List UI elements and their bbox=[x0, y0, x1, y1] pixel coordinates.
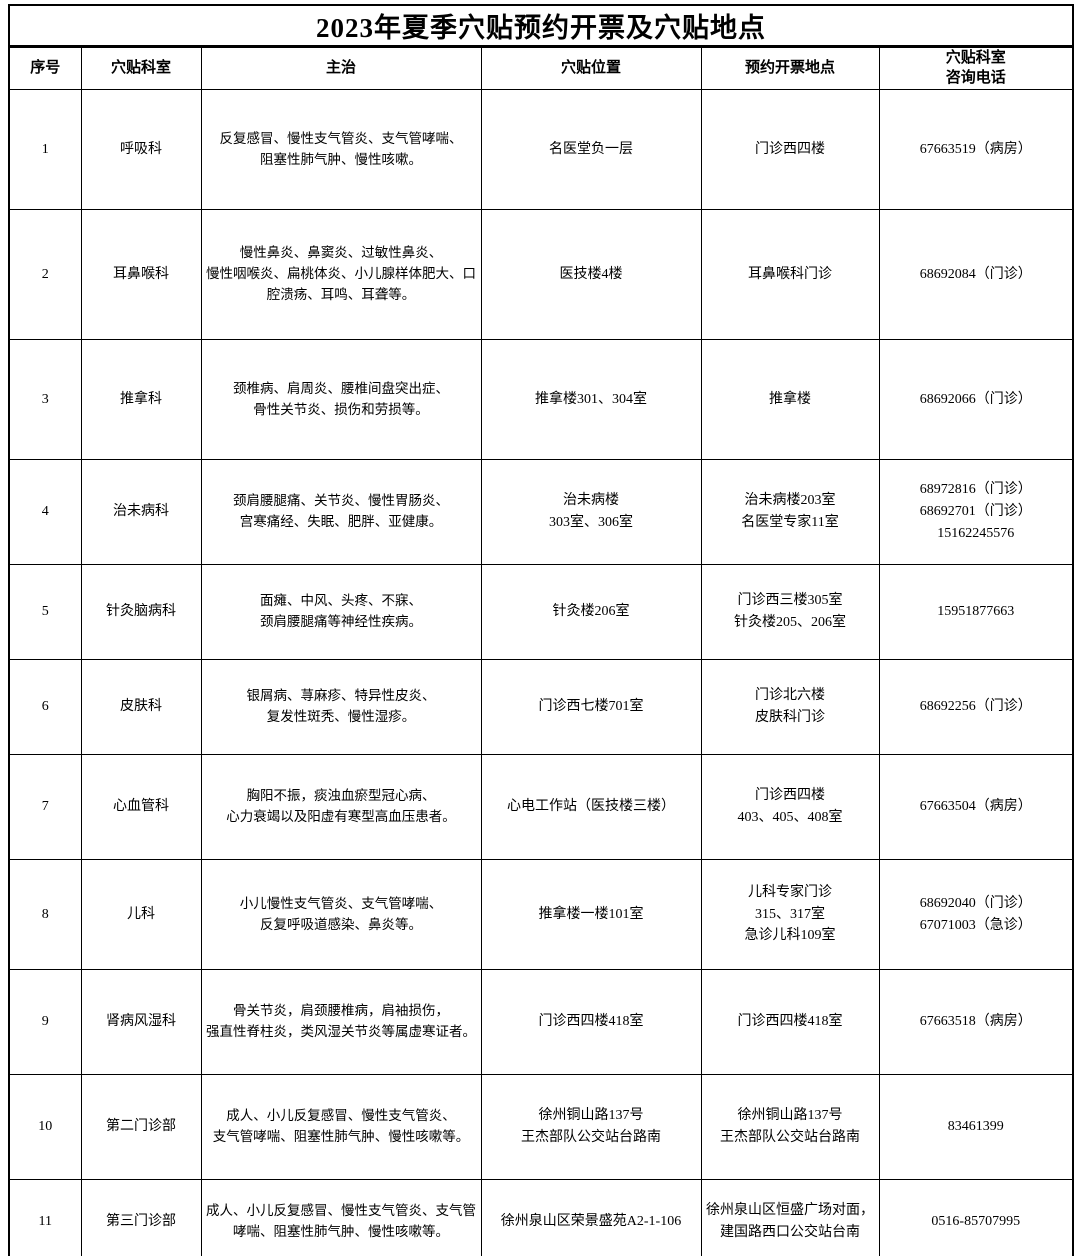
table-row: 4 治未病科 颈肩腰腿痛、关节炎、慢性胃肠炎、 宫寒痛经、失眠、肥胖、亚健康。 … bbox=[8, 459, 1074, 565]
cell-location: 推拿楼301、304室 bbox=[480, 339, 702, 460]
cell-no: 2 bbox=[8, 209, 82, 340]
cell-phone: 68692066（门诊） bbox=[878, 339, 1074, 460]
table-row: 7 心血管科 胸阳不振，痰浊血瘀型冠心病、 心力衰竭以及阳虚有寒型高血压患者。 … bbox=[8, 754, 1074, 860]
cell-no: 10 bbox=[8, 1074, 82, 1180]
col-header-indications: 主治 bbox=[200, 46, 482, 90]
cell-indications: 骨关节炎，肩颈腰椎病，肩袖损伤， 强直性脊柱炎，类风湿关节炎等属虚寒证者。 bbox=[200, 969, 482, 1075]
cell-ticket: 耳鼻喉科门诊 bbox=[700, 209, 880, 340]
cell-indications: 慢性鼻炎、鼻窦炎、过敏性鼻炎、 慢性咽喉炎、扁桃体炎、小儿腺样体肥大、口 腔溃疡… bbox=[200, 209, 482, 340]
cell-indications: 颈肩腰腿痛、关节炎、慢性胃肠炎、 宫寒痛经、失眠、肥胖、亚健康。 bbox=[200, 459, 482, 565]
cell-phone: 68692256（门诊） bbox=[878, 659, 1074, 755]
cell-phone: 67663518（病房） bbox=[878, 969, 1074, 1075]
page-title: 2023年夏季穴贴预约开票及穴贴地点 bbox=[8, 4, 1074, 48]
cell-location: 心电工作站（医技楼三楼） bbox=[480, 754, 702, 860]
cell-ticket: 徐州泉山区恒盛广场对面， 建国路西口公交站台南 bbox=[700, 1179, 880, 1256]
cell-location: 名医堂负一层 bbox=[480, 89, 702, 210]
cell-ticket: 推拿楼 bbox=[700, 339, 880, 460]
cell-indications: 面瘫、中风、头疼、不寐、 颈肩腰腿痛等神经性疾病。 bbox=[200, 564, 482, 660]
cell-dept: 第二门诊部 bbox=[80, 1074, 202, 1180]
header-row: 序号 穴贴科室 主治 穴贴位置 预约开票地点 穴贴科室 咨询电话 bbox=[8, 46, 1074, 90]
cell-phone: 15951877663 bbox=[878, 564, 1074, 660]
cell-location: 门诊西四楼418室 bbox=[480, 969, 702, 1075]
col-header-dept: 穴贴科室 bbox=[80, 46, 202, 90]
table-row: 9 肾病风湿科 骨关节炎，肩颈腰椎病，肩袖损伤， 强直性脊柱炎，类风湿关节炎等属… bbox=[8, 969, 1074, 1075]
table-row: 2 耳鼻喉科 慢性鼻炎、鼻窦炎、过敏性鼻炎、 慢性咽喉炎、扁桃体炎、小儿腺样体肥… bbox=[8, 209, 1074, 340]
cell-phone: 68692084（门诊） bbox=[878, 209, 1074, 340]
cell-indications: 反复感冒、慢性支气管炎、支气管哮喘、 阻塞性肺气肿、慢性咳嗽。 bbox=[200, 89, 482, 210]
cell-ticket: 门诊西四楼418室 bbox=[700, 969, 880, 1075]
table-row: 11 第三门诊部 成人、小儿反复感冒、慢性支气管炎、支气管 哮喘、阻塞性肺气肿、… bbox=[8, 1179, 1074, 1256]
cell-phone: 67663504（病房） bbox=[878, 754, 1074, 860]
cell-phone: 68972816（门诊） 68692701（门诊） 15162245576 bbox=[878, 459, 1074, 565]
cell-no: 4 bbox=[8, 459, 82, 565]
cell-no: 9 bbox=[8, 969, 82, 1075]
cell-ticket: 门诊北六楼 皮肤科门诊 bbox=[700, 659, 880, 755]
cell-no: 7 bbox=[8, 754, 82, 860]
cell-indications: 成人、小儿反复感冒、慢性支气管炎、 支气管哮喘、阻塞性肺气肿、慢性咳嗽等。 bbox=[200, 1074, 482, 1180]
cell-phone: 67663519（病房） bbox=[878, 89, 1074, 210]
title-row: 2023年夏季穴贴预约开票及穴贴地点 bbox=[8, 4, 1074, 48]
cell-dept: 儿科 bbox=[80, 859, 202, 970]
cell-dept: 心血管科 bbox=[80, 754, 202, 860]
cell-indications: 颈椎病、肩周炎、腰椎间盘突出症、 骨性关节炎、损伤和劳损等。 bbox=[200, 339, 482, 460]
table-row: 1 呼吸科 反复感冒、慢性支气管炎、支气管哮喘、 阻塞性肺气肿、慢性咳嗽。 名医… bbox=[8, 89, 1074, 210]
cell-no: 11 bbox=[8, 1179, 82, 1256]
cell-ticket: 门诊西四楼 bbox=[700, 89, 880, 210]
cell-dept: 治未病科 bbox=[80, 459, 202, 565]
cell-no: 1 bbox=[8, 89, 82, 210]
cell-dept: 推拿科 bbox=[80, 339, 202, 460]
cell-no: 5 bbox=[8, 564, 82, 660]
cell-location: 针灸楼206室 bbox=[480, 564, 702, 660]
col-header-ticket: 预约开票地点 bbox=[700, 46, 880, 90]
cell-location: 医技楼4楼 bbox=[480, 209, 702, 340]
cell-indications: 成人、小儿反复感冒、慢性支气管炎、支气管 哮喘、阻塞性肺气肿、慢性咳嗽等。 bbox=[200, 1179, 482, 1256]
col-header-phone: 穴贴科室 咨询电话 bbox=[878, 46, 1074, 90]
cell-no: 6 bbox=[8, 659, 82, 755]
cell-location: 门诊西七楼701室 bbox=[480, 659, 702, 755]
cell-ticket: 门诊西四楼 403、405、408室 bbox=[700, 754, 880, 860]
cell-indications: 小儿慢性支气管炎、支气管哮喘、 反复呼吸道感染、鼻炎等。 bbox=[200, 859, 482, 970]
cell-dept: 针灸脑病科 bbox=[80, 564, 202, 660]
table-row: 8 儿科 小儿慢性支气管炎、支气管哮喘、 反复呼吸道感染、鼻炎等。 推拿楼一楼1… bbox=[8, 859, 1074, 970]
col-header-location: 穴贴位置 bbox=[480, 46, 702, 90]
cell-phone: 68692040（门诊） 67071003（急诊） bbox=[878, 859, 1074, 970]
table-row: 5 针灸脑病科 面瘫、中风、头疼、不寐、 颈肩腰腿痛等神经性疾病。 针灸楼206… bbox=[8, 564, 1074, 660]
col-header-no: 序号 bbox=[8, 46, 82, 90]
cell-phone: 0516-85707995 bbox=[878, 1179, 1074, 1256]
cell-no: 8 bbox=[8, 859, 82, 970]
cell-location: 治未病楼 303室、306室 bbox=[480, 459, 702, 565]
cell-dept: 皮肤科 bbox=[80, 659, 202, 755]
table-row: 3 推拿科 颈椎病、肩周炎、腰椎间盘突出症、 骨性关节炎、损伤和劳损等。 推拿楼… bbox=[8, 339, 1074, 460]
cell-location: 徐州泉山区荣景盛苑A2-1-106 bbox=[480, 1179, 702, 1256]
cell-indications: 胸阳不振，痰浊血瘀型冠心病、 心力衰竭以及阳虚有寒型高血压患者。 bbox=[200, 754, 482, 860]
cell-ticket: 门诊西三楼305室 针灸楼205、206室 bbox=[700, 564, 880, 660]
cell-indications: 银屑病、荨麻疹、特异性皮炎、 复发性斑秃、慢性湿疹。 bbox=[200, 659, 482, 755]
cell-dept: 呼吸科 bbox=[80, 89, 202, 210]
cell-location: 徐州铜山路137号 王杰部队公交站台路南 bbox=[480, 1074, 702, 1180]
cell-ticket: 儿科专家门诊 315、317室 急诊儿科109室 bbox=[700, 859, 880, 970]
cell-dept: 肾病风湿科 bbox=[80, 969, 202, 1075]
cell-ticket: 治未病楼203室 名医堂专家11室 bbox=[700, 459, 880, 565]
appointment-table: 2023年夏季穴贴预约开票及穴贴地点 序号 穴贴科室 主治 穴贴位置 预约开票地… bbox=[8, 4, 1075, 1256]
cell-dept: 耳鼻喉科 bbox=[80, 209, 202, 340]
cell-ticket: 徐州铜山路137号 王杰部队公交站台路南 bbox=[700, 1074, 880, 1180]
cell-phone: 83461399 bbox=[878, 1074, 1074, 1180]
cell-dept: 第三门诊部 bbox=[80, 1179, 202, 1256]
cell-location: 推拿楼一楼101室 bbox=[480, 859, 702, 970]
table-row: 10 第二门诊部 成人、小儿反复感冒、慢性支气管炎、 支气管哮喘、阻塞性肺气肿、… bbox=[8, 1074, 1074, 1180]
cell-no: 3 bbox=[8, 339, 82, 460]
table-row: 6 皮肤科 银屑病、荨麻疹、特异性皮炎、 复发性斑秃、慢性湿疹。 门诊西七楼70… bbox=[8, 659, 1074, 755]
